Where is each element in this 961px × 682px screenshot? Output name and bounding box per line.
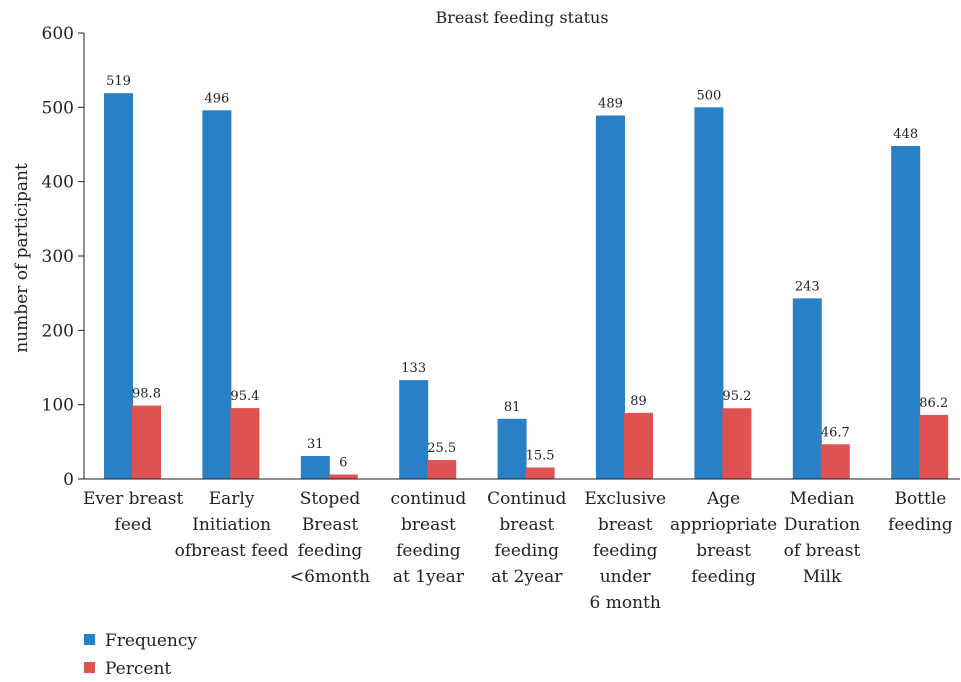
percent-value-label: 95.2 bbox=[722, 389, 751, 404]
legend-label: Percent bbox=[105, 659, 171, 679]
frequency-bar bbox=[202, 110, 232, 479]
y-axis-label: number of participant bbox=[12, 163, 32, 353]
legend-label: Frequency bbox=[105, 631, 197, 651]
percent-bar bbox=[624, 412, 653, 479]
frequency-bar bbox=[300, 455, 330, 479]
percent-value-label: 6 bbox=[339, 456, 347, 471]
frequency-bar bbox=[104, 93, 133, 480]
frequency-bar bbox=[497, 418, 527, 479]
percent-bar bbox=[427, 460, 457, 479]
frequency-bar bbox=[596, 115, 625, 479]
chart-title: Breast feeding status bbox=[435, 8, 608, 27]
percent-value-label: 95.4 bbox=[230, 389, 259, 404]
percent-bar bbox=[132, 405, 161, 479]
frequency-value-label: 489 bbox=[598, 97, 623, 112]
legend-swatch bbox=[84, 634, 95, 645]
x-category-label: Ever breast feed bbox=[83, 489, 184, 535]
frequency-value-label: 31 bbox=[307, 437, 324, 452]
percent-bar bbox=[722, 408, 752, 479]
percent-bar bbox=[820, 444, 850, 479]
x-category-label: Age appriopriate breast feeding bbox=[670, 489, 777, 587]
frequency-bar bbox=[792, 298, 822, 479]
frequency-bar bbox=[891, 145, 921, 479]
x-category-label: Stoped Breast feeding <6month bbox=[290, 489, 370, 587]
frequency-bar bbox=[694, 107, 724, 479]
y-tick-label: 400 bbox=[42, 173, 74, 193]
x-category-label: Bottle feeding bbox=[888, 489, 953, 535]
legend: Frequency Percent bbox=[84, 631, 197, 679]
percent-value-label: 25.5 bbox=[427, 441, 456, 456]
x-category-label: Median Duration of breast Milk bbox=[784, 489, 861, 587]
percent-value-label: 86.2 bbox=[919, 396, 948, 411]
frequency-value-label: 496 bbox=[204, 91, 229, 106]
frequency-value-label: 81 bbox=[504, 400, 521, 415]
y-tick-label: 200 bbox=[42, 321, 74, 341]
percent-bar bbox=[328, 474, 358, 479]
percent-bar bbox=[919, 414, 949, 479]
x-category-label: Early Initiation ofbreast feed bbox=[175, 489, 289, 561]
y-tick-label: 500 bbox=[42, 98, 74, 118]
y-tick-label: 100 bbox=[42, 396, 74, 416]
x-category-label: Continud breast feeding at 2year bbox=[487, 489, 566, 587]
frequency-value-label: 500 bbox=[696, 88, 721, 103]
percent-bar bbox=[230, 408, 260, 479]
legend-swatch bbox=[84, 662, 95, 673]
frequency-value-label: 519 bbox=[106, 74, 131, 89]
y-axis: 0 100 200 300 400 500 600 bbox=[42, 24, 85, 490]
percent-bar bbox=[525, 467, 555, 479]
percent-value-label: 15.5 bbox=[526, 448, 555, 463]
frequency-value-label: 243 bbox=[795, 279, 820, 294]
y-tick-label: 600 bbox=[42, 24, 74, 44]
frequency-bar bbox=[399, 380, 429, 479]
x-category-label: continud breast feeding at 1year bbox=[391, 489, 467, 587]
bars-group: 519 496 31 133 81 489 500 243 448 98.8 95.4 6 25.5 15… bbox=[104, 74, 949, 480]
x-category-label: Exclusive breast feeding under 6 month bbox=[584, 489, 666, 613]
frequency-value-label: 133 bbox=[401, 361, 426, 376]
y-tick-label: 0 bbox=[63, 470, 74, 490]
percent-value-label: 98.8 bbox=[132, 387, 161, 402]
percent-value-label: 46.7 bbox=[821, 425, 850, 440]
y-tick-label: 300 bbox=[42, 247, 74, 267]
frequency-value-label: 448 bbox=[893, 127, 918, 142]
percent-value-label: 89 bbox=[630, 394, 647, 409]
